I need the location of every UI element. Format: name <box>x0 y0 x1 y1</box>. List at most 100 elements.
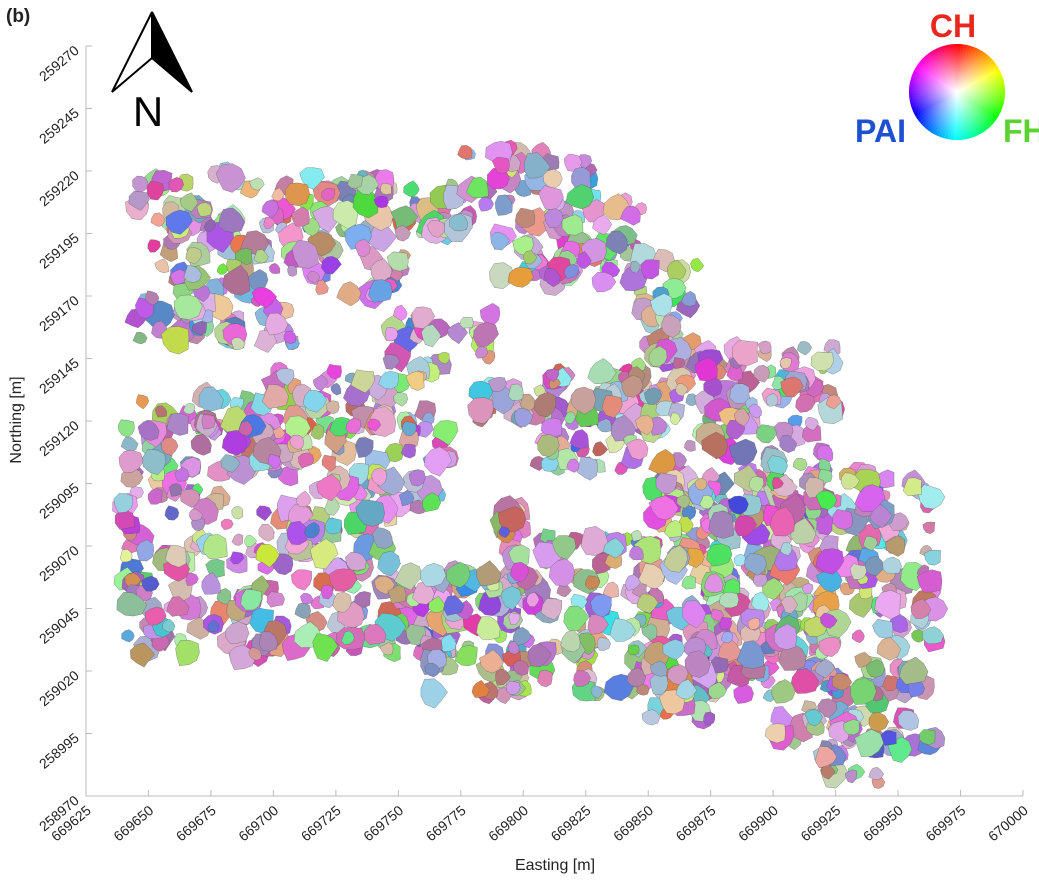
tree-crown <box>804 416 819 431</box>
tree-crown <box>405 370 425 391</box>
tree-crown <box>630 529 643 542</box>
tree-crown <box>694 478 708 491</box>
tree-crown <box>684 650 711 679</box>
tree-crown <box>514 207 536 228</box>
tree-crown <box>341 630 355 645</box>
tree-crown <box>120 436 139 453</box>
tree-crown <box>326 363 342 380</box>
tree-crown <box>899 656 929 685</box>
tree-crown <box>271 187 285 202</box>
tree-crown <box>885 535 906 557</box>
tree-crown <box>196 202 213 217</box>
tree-crown <box>119 549 133 563</box>
tree-crown <box>128 190 150 211</box>
tree-crown <box>675 383 689 397</box>
tree-crown <box>902 477 922 497</box>
tree-crown <box>718 639 742 662</box>
y-tick-label: 258995 <box>36 729 82 771</box>
tree-crown <box>387 584 407 604</box>
tree-crown <box>733 553 746 567</box>
tree-crown <box>275 368 295 386</box>
tree-crown <box>831 673 853 691</box>
tree-crown <box>635 414 654 436</box>
tree-crown <box>551 535 577 560</box>
tree-crown <box>630 260 641 274</box>
tree-crown <box>922 521 936 534</box>
tree-crown <box>773 623 797 650</box>
tree-crown <box>703 711 716 726</box>
tree-crown <box>121 629 135 643</box>
tree-crown <box>854 484 886 512</box>
tree-crown <box>710 608 724 621</box>
tree-crown <box>284 182 310 207</box>
y-tick-label: 259120 <box>36 417 82 459</box>
tree-crown <box>202 534 228 560</box>
tree-crown <box>648 495 679 521</box>
tree-crown <box>294 602 311 620</box>
tree-crown <box>818 636 842 657</box>
y-axis-title: Northing [m] <box>8 376 25 463</box>
tree-crown <box>393 304 408 321</box>
tree-crown <box>253 249 269 264</box>
x-tick-label: 669950 <box>860 802 906 844</box>
tree-crown <box>795 393 815 413</box>
y-ticks: 2589702589952590202590452590702590952591… <box>36 42 92 834</box>
tree-crown <box>408 469 426 487</box>
tree-crown <box>332 591 352 613</box>
tree-crown <box>315 279 329 295</box>
tree-crown <box>566 458 580 473</box>
tree-crown <box>164 505 180 521</box>
tree-crown <box>478 197 494 212</box>
tree-crown <box>230 551 245 565</box>
tree-crown <box>372 527 393 550</box>
tree-crown <box>394 225 411 242</box>
tree-crown <box>350 369 375 394</box>
tree-crown <box>382 354 401 370</box>
tree-crown <box>865 659 886 678</box>
tree-crown <box>506 680 521 695</box>
tree-crown <box>580 525 609 556</box>
tree-crown <box>298 452 315 469</box>
tree-crown <box>323 497 340 516</box>
tree-crown <box>778 644 807 671</box>
tree-crown <box>495 668 511 686</box>
color-wheel-fh-label: FH <box>1003 113 1039 149</box>
tree-crown <box>701 431 729 460</box>
tree-crown <box>325 517 343 535</box>
tree-crown <box>309 538 339 570</box>
tree-crown <box>498 506 527 533</box>
tree-crown <box>173 294 203 320</box>
x-tick-label: 669900 <box>735 802 781 844</box>
x-tick-label: 669850 <box>610 802 656 844</box>
tree-crown <box>576 251 592 270</box>
tree-crown <box>220 454 241 473</box>
color-wheel-ch-label: CH <box>930 8 976 44</box>
tree-crown <box>771 679 796 704</box>
tree-crown <box>650 660 668 677</box>
tree-crown <box>681 575 696 590</box>
tree-crown <box>780 376 804 398</box>
tree-crown <box>840 472 860 490</box>
tree-crown <box>432 420 459 446</box>
x-tick-label: 669925 <box>797 802 843 844</box>
tree-crown <box>710 656 729 674</box>
tree-crown <box>519 393 537 412</box>
tree-crown <box>882 674 899 692</box>
tree-crown <box>230 337 246 351</box>
tree-crown <box>154 405 167 418</box>
tree-crown <box>792 457 808 472</box>
tree-crown <box>116 591 148 617</box>
tree-crown <box>258 631 278 652</box>
x-tick-label: 669975 <box>922 802 968 844</box>
tree-crown <box>560 629 581 653</box>
tree-crown <box>641 623 658 641</box>
tree-crown <box>207 619 220 633</box>
tree-crown <box>345 418 362 434</box>
tree-crown <box>344 551 367 571</box>
tree-crown <box>420 678 448 709</box>
tree-crown <box>770 706 793 728</box>
tree-crown <box>147 487 163 505</box>
x-axis-title: Easting [m] <box>515 857 595 874</box>
x-tick-label: 669675 <box>173 802 219 844</box>
tree-crown <box>201 571 221 595</box>
